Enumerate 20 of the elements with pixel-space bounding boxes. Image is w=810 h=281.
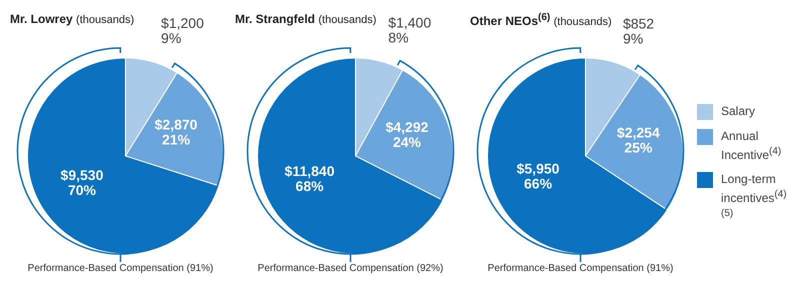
text: Performance-Based Compensation (92%): [258, 263, 444, 274]
data-label: $2,870 21%: [154, 116, 198, 148]
data-label: $1,200 9%: [161, 15, 204, 46]
legend-label: Salary: [721, 104, 756, 118]
chart-title: Mr. Strangfeld: [235, 12, 316, 26]
chart-title: Other NEOs$^{(6)}$: [470, 12, 550, 28]
legend-label: Annual Incentive$^{(4)}$: [721, 129, 782, 162]
data-label: $2,254 25%: [616, 124, 660, 156]
data-label: $11,840 68%: [284, 163, 335, 194]
chart-title: Mr. Lowrey: [10, 12, 73, 26]
chart-subtitle: (thousands): [554, 16, 612, 28]
chart-subtitle: (thousands): [318, 14, 376, 26]
data-label: $852 9%: [622, 16, 654, 47]
data-label: $4,292 24%: [386, 119, 429, 150]
text: Performance-Based Compensation (91%): [28, 263, 214, 274]
data-label: $5,950 66%: [516, 160, 560, 192]
text: Performance-Based Compensation (91%): [488, 263, 674, 274]
data-label: $1,400 8%: [388, 14, 432, 46]
data-label: $9,530 70%: [60, 166, 104, 198]
chart-subtitle: (thousands): [76, 14, 134, 26]
